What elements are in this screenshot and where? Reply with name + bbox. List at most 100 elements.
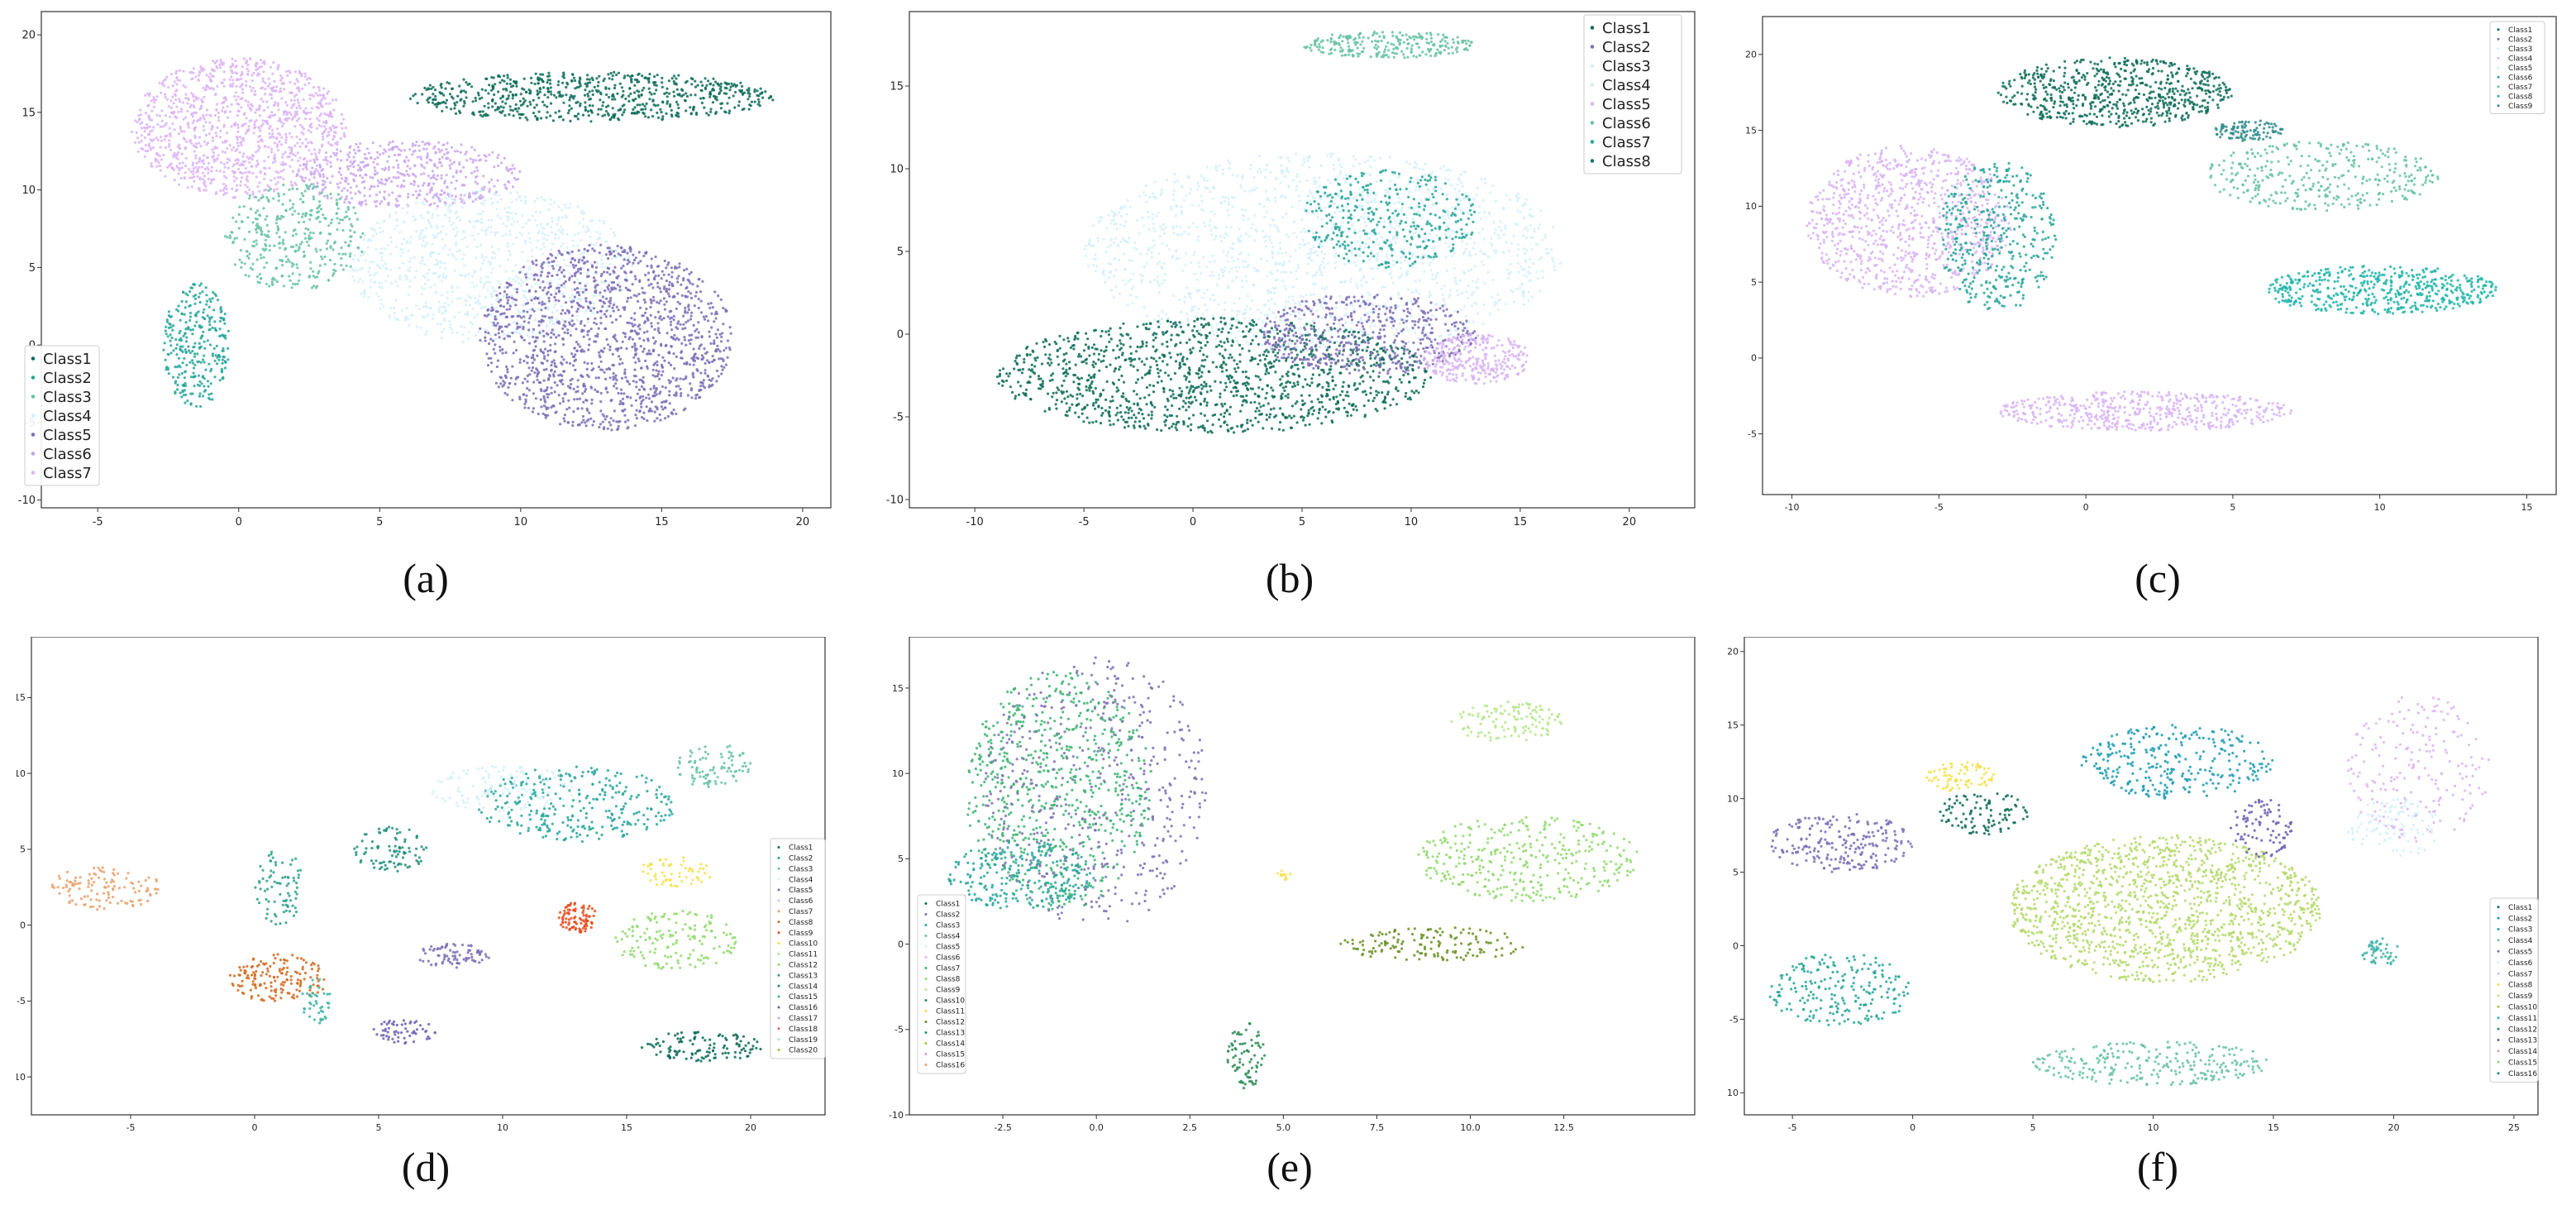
scatter-point xyxy=(696,336,700,339)
scatter-point xyxy=(627,259,630,262)
scatter-point xyxy=(298,164,302,167)
scatter-point xyxy=(377,295,380,299)
scatter-point xyxy=(321,135,324,138)
scatter-point xyxy=(644,273,647,277)
scatter-point xyxy=(499,345,502,349)
scatter-point xyxy=(231,82,235,85)
scatter-point xyxy=(469,320,472,324)
scatter-point xyxy=(563,203,566,206)
scatter-point xyxy=(727,82,731,85)
scatter-point xyxy=(470,85,474,88)
scatter-point xyxy=(600,262,604,265)
scatter-point xyxy=(255,275,259,279)
scatter-point xyxy=(317,119,321,122)
scatter-point xyxy=(178,100,182,103)
scatter-point xyxy=(275,232,279,235)
scatter-point xyxy=(494,337,498,341)
scatter-point xyxy=(532,332,535,335)
scatter-point xyxy=(499,97,503,100)
scatter-point xyxy=(348,151,351,155)
scatter-point xyxy=(169,135,172,138)
scatter-point xyxy=(599,274,603,278)
scatter-point xyxy=(451,328,454,331)
scatter-point xyxy=(757,100,761,104)
scatter-point xyxy=(633,344,637,347)
scatter-point xyxy=(474,296,477,299)
scatter-point xyxy=(656,363,659,367)
scatter-point xyxy=(533,82,537,86)
scatter-point xyxy=(263,60,266,63)
scatter-point xyxy=(570,261,573,264)
scatter-point xyxy=(268,131,271,136)
scatter-point xyxy=(204,189,208,192)
scatter-point xyxy=(378,153,382,156)
scatter-point xyxy=(714,111,718,114)
scatter-point xyxy=(443,181,446,185)
scatter-point xyxy=(395,318,398,321)
scatter-point xyxy=(544,400,547,404)
scatter-point xyxy=(501,347,504,351)
scatter-point xyxy=(231,165,235,168)
scatter-point xyxy=(340,122,343,126)
scatter-point xyxy=(193,175,196,179)
scatter-point xyxy=(661,76,664,79)
scatter-point xyxy=(264,238,267,241)
scatter-point xyxy=(278,90,281,93)
scatter-point xyxy=(323,97,327,100)
scatter-point xyxy=(584,288,588,291)
scatter-point xyxy=(508,304,513,308)
scatter-point xyxy=(657,302,661,305)
scatter-point xyxy=(191,115,194,118)
scatter-point xyxy=(175,69,179,73)
scatter-point xyxy=(477,330,480,333)
scatter-point xyxy=(581,290,584,294)
scatter-point xyxy=(468,272,471,276)
scatter-point xyxy=(562,294,565,299)
scatter-point xyxy=(398,172,402,175)
scatter-point xyxy=(655,88,658,92)
scatter-point xyxy=(573,347,576,350)
scatter-point xyxy=(728,326,732,329)
scatter-point xyxy=(489,231,493,234)
scatter-point xyxy=(235,220,238,223)
scatter-point xyxy=(359,142,362,146)
scatter-point xyxy=(568,265,571,268)
scatter-point xyxy=(613,280,616,285)
scatter-point xyxy=(288,131,291,135)
scatter-point xyxy=(294,183,298,186)
scatter-point xyxy=(483,104,486,108)
scatter-point xyxy=(499,304,503,308)
scatter-point xyxy=(225,188,228,191)
scatter-point xyxy=(673,367,676,371)
scatter-point xyxy=(654,340,657,343)
scatter-point xyxy=(563,249,566,253)
scatter-point xyxy=(332,268,336,272)
scatter-point xyxy=(189,392,193,395)
scatter-point xyxy=(309,267,312,270)
scatter-point xyxy=(303,237,307,240)
scatter-point xyxy=(494,351,497,355)
scatter-point xyxy=(653,342,656,345)
scatter-point xyxy=(223,186,227,190)
scatter-point xyxy=(209,114,212,117)
scatter-point xyxy=(250,79,254,83)
scatter-point xyxy=(320,191,323,194)
scatter-point xyxy=(182,69,185,73)
scatter-point xyxy=(631,265,634,268)
scatter-point xyxy=(448,194,452,198)
scatter-point xyxy=(528,289,532,292)
scatter-point xyxy=(293,181,297,184)
scatter-point xyxy=(479,217,484,221)
scatter-point xyxy=(542,334,546,337)
scatter-point xyxy=(689,342,692,346)
scatter-point xyxy=(483,185,486,189)
scatter-point xyxy=(595,265,599,269)
scatter-point xyxy=(562,417,565,420)
scatter-point xyxy=(440,174,443,177)
scatter-point xyxy=(274,160,277,163)
scatter-point xyxy=(203,140,207,143)
scatter-point xyxy=(546,105,549,108)
scatter-point xyxy=(356,149,360,152)
scatter-point xyxy=(354,151,357,155)
scatter-point xyxy=(553,237,557,240)
